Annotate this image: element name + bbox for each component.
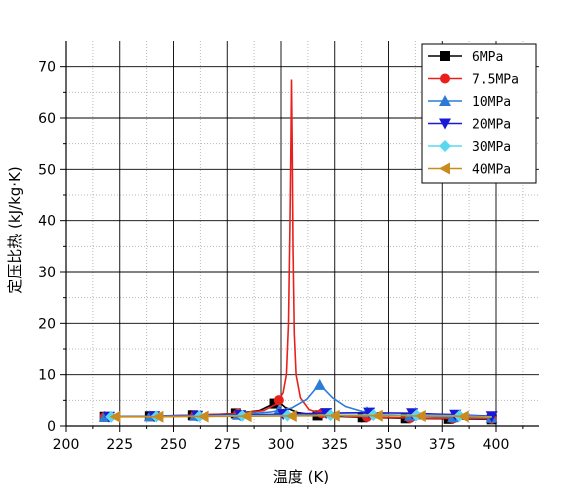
y-tick-label: 30 xyxy=(38,265,56,281)
y-tick-label: 70 xyxy=(38,60,56,76)
series-layer xyxy=(98,79,498,425)
legend-label: 7.5MPa xyxy=(472,73,519,88)
legend-label: 10MPa xyxy=(472,95,511,110)
data-point-marker xyxy=(328,409,340,422)
x-axis-title: 温度 (K) xyxy=(273,468,329,486)
x-tick-label: 225 xyxy=(106,437,133,453)
tick-labels: 200 225 250 275 300 325 350 375 400 0 10 20 30 40 50 60… xyxy=(38,60,509,453)
data-point-marker xyxy=(285,409,297,422)
y-tick-label: 60 xyxy=(38,111,56,127)
y-tick-label: 50 xyxy=(38,162,56,178)
legend-box xyxy=(421,43,537,184)
axes xyxy=(60,41,539,432)
legend-marker xyxy=(439,95,451,106)
legend-marker xyxy=(439,162,450,175)
legend-marker xyxy=(440,51,450,61)
data-point-marker xyxy=(313,378,326,390)
data-point-marker xyxy=(109,410,121,423)
x-tick-label: 400 xyxy=(483,437,510,453)
legend-marker xyxy=(439,118,451,130)
y-axis-title: 定压比热 (kJ/kg·K) xyxy=(6,166,24,293)
legend-marker xyxy=(440,73,450,84)
x-tick-label: 200 xyxy=(53,437,80,453)
x-tick-label: 375 xyxy=(429,437,456,453)
data-point-marker xyxy=(152,410,164,423)
grid xyxy=(66,41,539,426)
data-point-marker xyxy=(197,410,209,423)
data-point-marker xyxy=(371,409,383,422)
data-point-marker xyxy=(240,410,252,423)
series-40MPa xyxy=(109,409,492,423)
legend-label: 20MPa xyxy=(472,118,511,133)
data-point-marker xyxy=(273,395,284,406)
legend: 6MPa 7.5MPa 10MPa 20MPa 30MPa 40MPa xyxy=(421,43,537,184)
x-tick-label: 350 xyxy=(375,437,402,453)
x-tick-label: 250 xyxy=(160,437,187,453)
x-tick-label: 325 xyxy=(321,437,348,453)
legend-marker xyxy=(439,140,451,152)
data-point-marker xyxy=(269,398,280,409)
y-tick-label: 40 xyxy=(38,214,56,230)
y-tick-label: 0 xyxy=(47,419,56,435)
data-point-marker xyxy=(457,410,469,423)
series-line xyxy=(113,414,492,419)
x-tick-label: 275 xyxy=(214,437,241,453)
legend-label: 30MPa xyxy=(472,140,511,155)
data-point-marker xyxy=(414,410,426,423)
x-tick-label: 300 xyxy=(268,437,295,453)
y-tick-label: 10 xyxy=(38,368,56,384)
legend-label: 6MPa xyxy=(472,50,503,65)
y-tick-label: 20 xyxy=(38,316,56,332)
legend-label: 40MPa xyxy=(472,163,511,178)
